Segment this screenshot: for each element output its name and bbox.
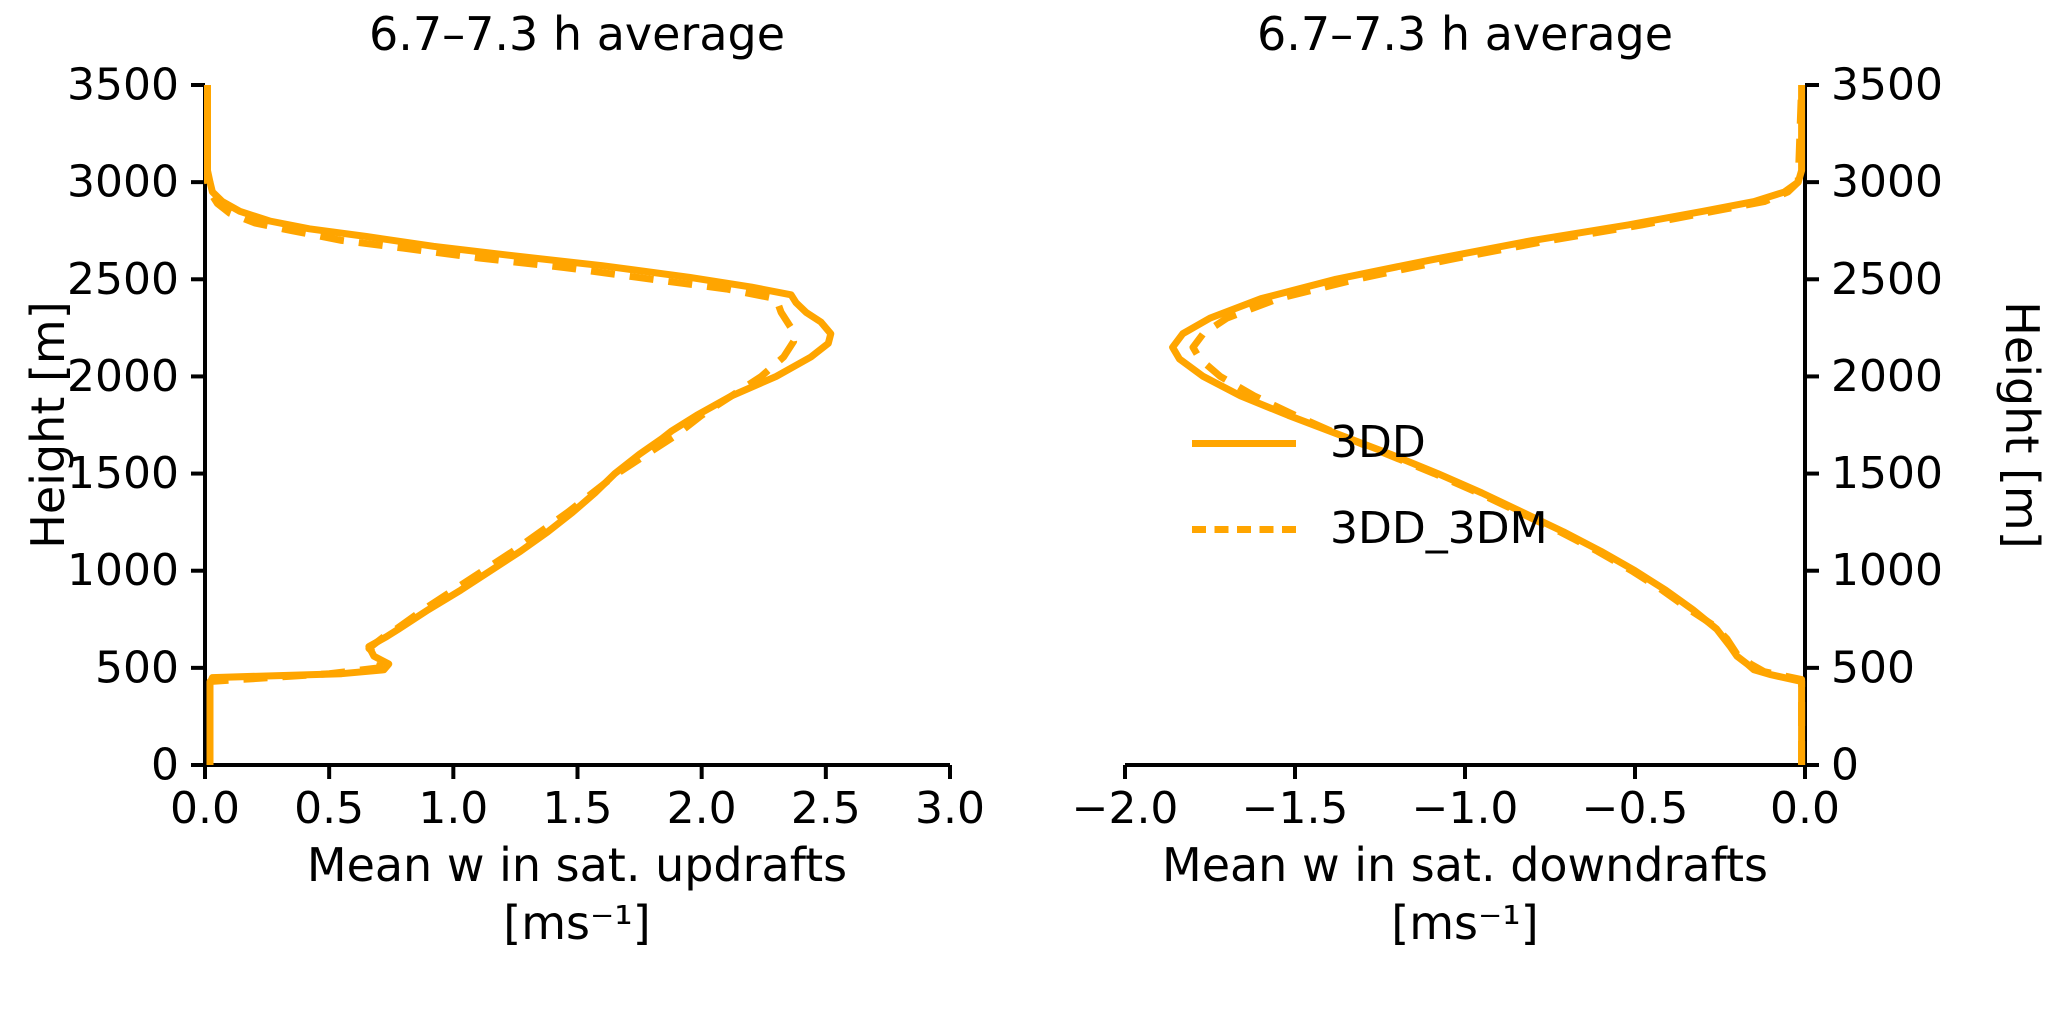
svg-text:1000: 1000 (67, 545, 179, 596)
svg-text:−1.0: −1.0 (1412, 783, 1519, 834)
svg-text:3000: 3000 (67, 157, 179, 208)
downdrafts-x-axis-label-units: [ms⁻¹] (1391, 896, 1539, 950)
downdrafts-chart: −2.0 −1.5 −1.0 −0.5 0.00 500 1000 1500 2000 2500 3… (1072, 60, 1943, 835)
legend-dashed-line-swatch (1192, 525, 1296, 533)
downdrafts-title: 6.7–7.3 h average (1256, 7, 1674, 61)
svg-text:−0.5: −0.5 (1582, 783, 1689, 834)
svg-text:−2.0: −2.0 (1072, 783, 1179, 834)
svg-text:500: 500 (95, 642, 179, 693)
updrafts-title: 6.7–7.3 h average (368, 7, 786, 61)
downdrafts-y-axis-label: Height [m] (1995, 301, 2049, 549)
svg-text:3500: 3500 (1831, 60, 1943, 111)
svg-text:1.0: 1.0 (418, 783, 488, 834)
svg-text:−1.5: −1.5 (1242, 783, 1349, 834)
svg-text:3.0: 3.0 (915, 783, 985, 834)
legend: 3DD 3DD_3DM (1192, 418, 1548, 554)
svg-text:0.5: 0.5 (294, 783, 364, 834)
svg-text:2000: 2000 (67, 351, 179, 402)
updrafts-chart: 0.0 0.5 1.0 1.5 2.0 2.5 3.0 0 500 1000 1500 2000 250… (67, 60, 985, 835)
legend-label-3dd: 3DD (1330, 417, 1426, 468)
legend-label-3dd-3dm: 3DD_3DM (1330, 503, 1548, 554)
svg-text:2500: 2500 (1831, 254, 1943, 305)
svg-text:1500: 1500 (1831, 448, 1943, 499)
svg-text:0.0: 0.0 (170, 783, 240, 834)
svg-text:0: 0 (1831, 740, 1859, 791)
legend-item-3dd-3dm: 3DD_3DM (1192, 504, 1548, 554)
svg-text:2000: 2000 (1831, 351, 1943, 402)
svg-text:1.5: 1.5 (543, 783, 613, 834)
svg-text:2.5: 2.5 (791, 783, 861, 834)
svg-text:2500: 2500 (67, 254, 179, 305)
downdrafts-x-axis-label-line1: Mean w in sat. downdrafts (1162, 838, 1768, 892)
svg-text:0: 0 (151, 740, 179, 791)
updrafts-x-axis-label-units: [ms⁻¹] (503, 896, 651, 950)
svg-text:1500: 1500 (67, 448, 179, 499)
svg-text:1000: 1000 (1831, 545, 1943, 596)
updrafts-y-axis-label: Height [m] (21, 301, 75, 549)
legend-solid-line-swatch (1192, 439, 1296, 447)
svg-text:3000: 3000 (1831, 157, 1943, 208)
svg-text:0.0: 0.0 (1770, 783, 1840, 834)
svg-text:500: 500 (1831, 642, 1915, 693)
updrafts-x-axis-label-line1: Mean w in sat. updrafts (306, 838, 848, 892)
legend-item-3dd: 3DD (1192, 418, 1548, 468)
svg-text:2.0: 2.0 (667, 783, 737, 834)
svg-text:3500: 3500 (67, 60, 179, 111)
